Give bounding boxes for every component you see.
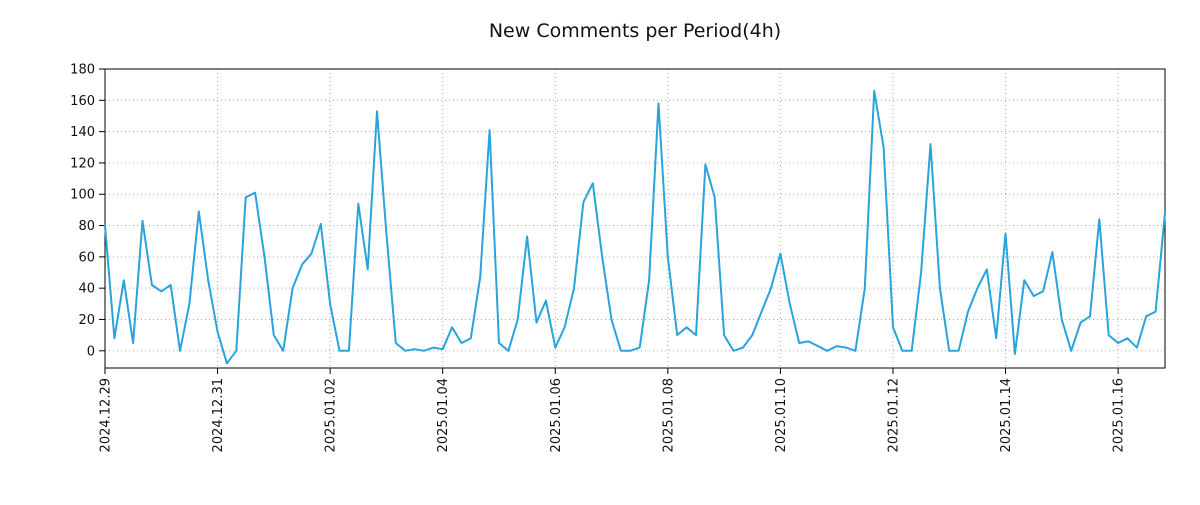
x-tick-label: 2025.01.10 <box>774 378 789 452</box>
y-axis-labels: 0 20 40 60 80 100 120 140 160 180 <box>70 63 95 360</box>
x-tick-label: 2025.01.14 <box>999 378 1014 452</box>
x-tick-label: 2025.01.04 <box>436 378 451 452</box>
x-tick-label: 2025.01.12 <box>886 378 901 452</box>
y-tick-label: 0 <box>87 344 95 359</box>
y-tick-label: 100 <box>70 188 95 203</box>
y-tick-label: 40 <box>78 282 95 297</box>
x-axis-labels: 2024.12.29 2024.12.31 2025.01.02 2025.01.04… <box>99 378 1127 452</box>
y-tick-label: 60 <box>78 250 95 265</box>
x-tick-label: 2024.12.29 <box>99 378 114 452</box>
x-tick-label: 2025.01.06 <box>549 378 564 452</box>
x-tick-label: 2025.01.08 <box>661 378 676 452</box>
axis-ticks <box>99 68 1119 374</box>
chart-title: New Comments per Period(4h) <box>489 20 781 42</box>
gridlines <box>104 68 1165 368</box>
y-tick-label: 180 <box>70 63 95 78</box>
y-tick-label: 20 <box>78 313 95 328</box>
y-tick-label: 140 <box>70 125 95 140</box>
x-tick-label: 2024.12.31 <box>211 378 226 452</box>
x-tick-label: 2025.01.02 <box>324 378 339 452</box>
x-tick-label: 2025.01.16 <box>1112 378 1127 452</box>
y-tick-label: 80 <box>78 219 95 234</box>
series-line-new-comments <box>104 89 1166 365</box>
y-tick-label: 120 <box>70 156 95 171</box>
y-tick-label: 160 <box>70 94 95 109</box>
